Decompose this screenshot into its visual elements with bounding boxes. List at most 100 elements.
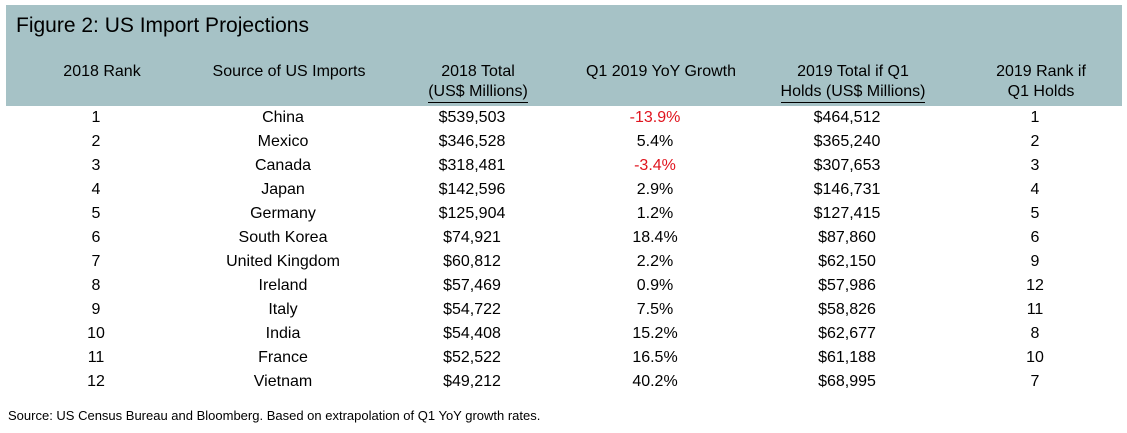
column-header-2018-total: 2018 Total (US$ Millions) [398,62,558,103]
cell-2018-rank: 2 [91,133,101,150]
cell-q1-growth: 1.2% [636,205,674,222]
cell-2019-total: $87,860 [818,229,876,246]
cell-source: India [265,325,301,342]
cell-q1-growth: 0.9% [636,277,674,294]
cell-2018-total: $54,408 [443,325,501,342]
cell-q1-growth: 5.4% [636,133,674,150]
cell-2018-total: $60,812 [443,253,501,270]
cell-source: Italy [268,301,298,318]
cell-2018-total: $539,503 [438,109,506,126]
cell-source: Canada [254,157,312,174]
table-row: 6 South Korea $74,921 18.4% $87,860 6 [6,226,1122,250]
cell-q1-growth: 2.2% [636,253,674,270]
cell-2019-total: $464,512 [813,109,881,126]
column-header-line: 2018 Rank [63,63,141,80]
cell-2018-rank: 10 [87,325,105,342]
column-header-source: Source of US Imports [189,62,389,82]
cell-2019-rank: 4 [1030,181,1040,198]
cell-source: Vietnam [253,373,313,390]
cell-2018-total: $125,904 [438,205,506,222]
cell-2019-rank: 10 [1026,349,1044,366]
cell-2019-total: $307,653 [813,157,881,174]
cell-source: Ireland [258,277,308,294]
column-header-2018-rank: 2018 Rank [42,62,162,82]
table-row: 1 China $539,503 -13.9% $464,512 1 [6,106,1122,130]
cell-2019-rank: 5 [1030,205,1040,222]
column-header-line: 2019 Rank if [996,63,1086,80]
cell-2018-rank: 8 [91,277,101,294]
cell-2019-rank: 11 [1026,301,1044,318]
cell-2019-total: $146,731 [813,181,881,198]
table-row: 7 United Kingdom $60,812 2.2% $62,150 9 [6,250,1122,274]
table-row: 3 Canada $318,481 -3.4% $307,653 3 [6,154,1122,178]
table-body: 1 China $539,503 -13.9% $464,512 1 2 Mexico $346… [6,106,1122,394]
cell-q1-growth: 15.2% [632,325,678,342]
table-row: 5 Germany $125,904 1.2% $127,415 5 [6,202,1122,226]
cell-2018-rank: 7 [91,253,101,270]
cell-2019-rank: 3 [1030,157,1040,174]
cell-2018-rank: 9 [91,301,101,318]
table-row: 9 Italy $54,722 7.5% $58,826 11 [6,298,1122,322]
cell-2019-total: $62,150 [818,253,876,270]
cell-2018-total: $74,921 [443,229,501,246]
cell-q1-growth: 18.4% [632,229,678,246]
cell-2018-rank: 1 [91,109,101,126]
cell-q1-growth: -13.9% [629,109,681,126]
cell-source: France [258,349,308,366]
cell-2019-rank: 7 [1030,373,1040,390]
cell-q1-growth: 7.5% [636,301,674,318]
column-header-line-underlined: Holds (US$ Millions) [780,82,926,103]
cell-2019-total: $365,240 [813,133,881,150]
table-header-band: Figure 2: US Import Projections 2018 Ran… [6,5,1122,106]
cell-2018-total: $54,722 [443,301,501,318]
table-row: 11 France $52,522 16.5% $61,188 10 [6,346,1122,370]
cell-source: Japan [261,181,305,198]
cell-2019-total: $61,188 [818,349,876,366]
cell-2019-total: $62,677 [818,325,876,342]
column-header-line: 2018 Total [441,63,515,80]
column-header-line: 2019 Total if Q1 [797,63,909,80]
cell-2018-total: $52,522 [443,349,501,366]
table-row: 8 Ireland $57,469 0.9% $57,986 12 [6,274,1122,298]
cell-2018-total: $346,528 [438,133,506,150]
figure-title: Figure 2: US Import Projections [16,14,309,37]
cell-2018-total: $142,596 [438,181,506,198]
cell-2019-total: $58,826 [818,301,876,318]
cell-2019-total: $127,415 [813,205,881,222]
table-row: 2 Mexico $346,528 5.4% $365,240 2 [6,130,1122,154]
table-row: 4 Japan $142,596 2.9% $146,731 4 [6,178,1122,202]
cell-2018-rank: 5 [91,205,101,222]
cell-2018-rank: 4 [91,181,101,198]
column-header-2019-rank: 2019 Rank if Q1 Holds [966,62,1116,102]
cell-q1-growth: 16.5% [632,349,678,366]
cell-source: United Kingdom [226,253,340,270]
column-header-q1-growth: Q1 2019 YoY Growth [566,62,756,82]
cell-2018-total: $318,481 [438,157,506,174]
cell-source: China [262,109,304,126]
source-note: Source: US Census Bureau and Bloomberg. … [8,408,541,423]
cell-2018-rank: 12 [87,373,105,390]
column-header-line: Q1 Holds [1007,83,1075,100]
cell-q1-growth: 40.2% [632,373,678,390]
cell-2019-total: $57,986 [818,277,876,294]
cell-2019-total: $68,995 [818,373,876,390]
cell-q1-growth: -3.4% [634,157,676,174]
cell-2018-rank: 3 [91,157,101,174]
column-header-line: Q1 2019 YoY Growth [585,63,737,80]
cell-2018-rank: 6 [91,229,101,246]
column-header-2019-total: 2019 Total if Q1 Holds (US$ Millions) [766,62,940,103]
table-row: 12 Vietnam $49,212 40.2% $68,995 7 [6,370,1122,394]
cell-source: South Korea [238,229,328,246]
cell-2019-rank: 6 [1030,229,1040,246]
cell-2018-rank: 11 [87,349,105,366]
cell-2019-rank: 9 [1030,253,1040,270]
table-row: 10 India $54,408 15.2% $62,677 8 [6,322,1122,346]
cell-2019-rank: 2 [1030,133,1040,150]
cell-source: Mexico [257,133,309,150]
cell-source: Germany [250,205,316,222]
cell-2019-rank: 12 [1026,277,1044,294]
cell-2018-total: $49,212 [443,373,501,390]
cell-2019-rank: 8 [1030,325,1040,342]
cell-q1-growth: 2.9% [636,181,674,198]
cell-2019-rank: 1 [1030,109,1040,126]
